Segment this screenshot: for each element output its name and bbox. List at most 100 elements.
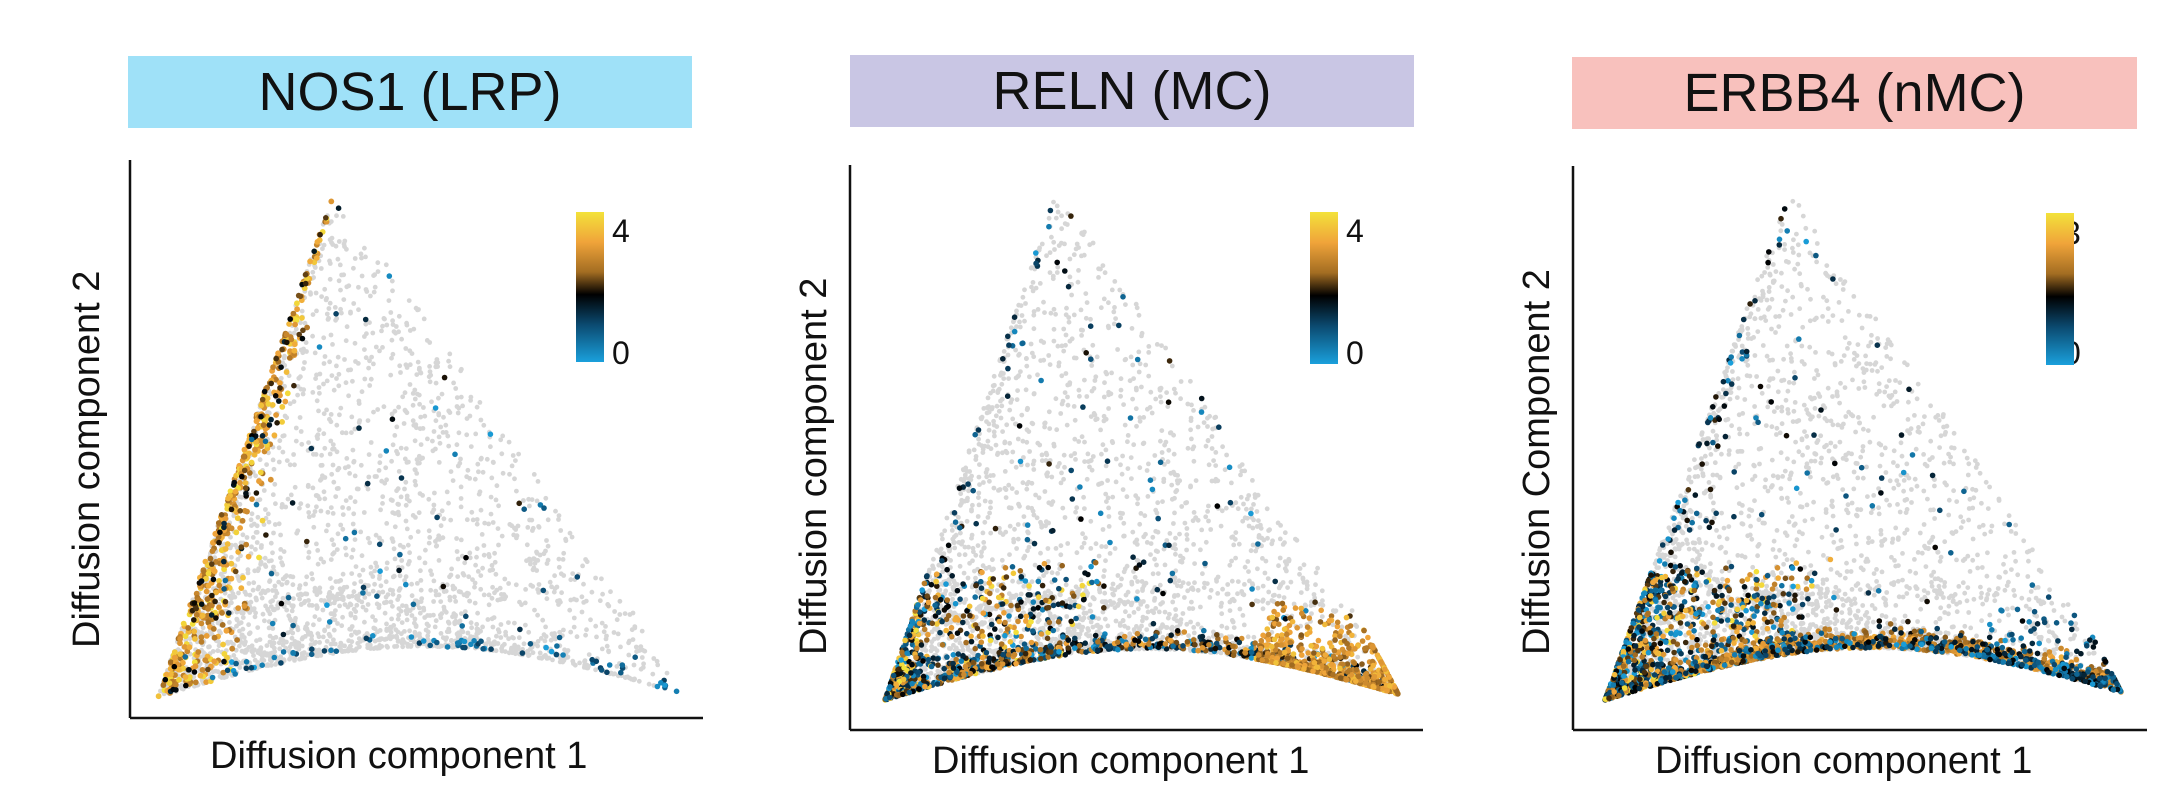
expressing-cell-point xyxy=(517,626,523,633)
cell-point xyxy=(535,639,541,644)
cell-point xyxy=(322,627,327,633)
cell-point xyxy=(354,646,359,652)
cell-point xyxy=(292,655,298,661)
cell-point xyxy=(1087,464,1092,470)
cell-point xyxy=(403,518,409,524)
cell-point xyxy=(281,549,287,554)
expressing-cell-point xyxy=(273,412,279,418)
cell-point xyxy=(478,586,484,592)
cell-point xyxy=(1244,496,1250,502)
cell-point xyxy=(277,438,283,444)
cell-point xyxy=(337,603,342,609)
expressing-cell-point xyxy=(541,505,547,511)
cell-point xyxy=(1004,450,1010,456)
cell-point xyxy=(1266,528,1271,533)
cell-point xyxy=(334,422,340,428)
cell-point xyxy=(261,658,267,663)
cell-point xyxy=(324,528,329,534)
cell-point xyxy=(509,645,514,651)
cell-point xyxy=(363,321,369,327)
expressing-cell-point xyxy=(278,364,284,371)
cell-point xyxy=(548,637,554,643)
cell-point xyxy=(328,505,334,510)
cell-point xyxy=(1175,480,1181,486)
cell-point xyxy=(273,588,279,594)
cell-point xyxy=(310,269,316,275)
cell-point xyxy=(388,629,394,635)
cell-point xyxy=(589,589,595,595)
cell-point xyxy=(1096,616,1101,621)
cell-point xyxy=(541,632,547,638)
cell-point xyxy=(601,629,607,635)
cell-point xyxy=(540,617,546,623)
cell-point xyxy=(1265,600,1271,606)
cell-point xyxy=(396,329,401,335)
cell-point xyxy=(1191,625,1197,630)
cell-point xyxy=(321,381,326,387)
cell-point xyxy=(311,451,316,457)
cell-point xyxy=(537,552,543,558)
cell-point xyxy=(255,625,261,630)
expressing-cell-point xyxy=(262,438,269,445)
cell-point xyxy=(330,551,336,557)
expressing-cell-point xyxy=(257,469,264,476)
colorbar-max-label: 4 xyxy=(1346,213,1364,249)
cell-point xyxy=(297,583,303,588)
cell-point xyxy=(1047,270,1053,275)
cell-point xyxy=(1178,379,1184,384)
cell-point xyxy=(1280,542,1286,547)
cell-point xyxy=(264,462,269,467)
cell-point xyxy=(412,478,418,484)
expressing-cell-point xyxy=(516,500,522,507)
cell-point xyxy=(1249,581,1255,586)
cell-point xyxy=(367,644,373,650)
cell-point xyxy=(1173,551,1178,557)
cell-point xyxy=(976,502,982,508)
cell-point xyxy=(403,479,409,485)
cell-point xyxy=(551,633,556,639)
cell-point xyxy=(1130,362,1136,368)
cell-point xyxy=(439,508,445,514)
cell-point xyxy=(594,634,599,640)
cell-point xyxy=(1191,542,1196,547)
cell-point xyxy=(989,607,994,612)
cell-point xyxy=(1164,538,1170,543)
cell-point xyxy=(337,591,343,597)
cell-point xyxy=(1084,631,1089,637)
cell-point xyxy=(1030,280,1036,285)
cell-point xyxy=(299,643,305,649)
cell-point xyxy=(342,465,348,471)
expressing-cell-point xyxy=(280,649,287,655)
cell-point xyxy=(290,582,296,588)
cell-point xyxy=(436,460,442,465)
cell-point xyxy=(1054,203,1060,209)
cell-point xyxy=(328,332,334,338)
cell-point xyxy=(1065,630,1071,635)
cell-point xyxy=(499,592,504,597)
cell-point xyxy=(543,495,549,501)
cell-point xyxy=(1034,634,1040,640)
cell-point xyxy=(1054,270,1060,275)
cell-point xyxy=(412,438,418,444)
cell-point xyxy=(414,372,420,377)
cell-point xyxy=(343,380,349,386)
cell-point xyxy=(426,374,432,380)
cell-point xyxy=(523,622,528,628)
cell-point xyxy=(1218,650,1224,656)
cell-point xyxy=(410,418,416,424)
cell-point xyxy=(1199,527,1205,533)
cell-point xyxy=(467,598,472,604)
expressing-cell-point xyxy=(282,398,289,405)
expressing-cell-point xyxy=(259,433,266,439)
cell-point xyxy=(1013,592,1019,598)
cell-point xyxy=(229,554,234,560)
expressing-cell-point xyxy=(221,586,227,592)
cell-point xyxy=(335,467,341,473)
cell-point xyxy=(380,589,386,595)
cell-point xyxy=(335,354,341,360)
cell-point xyxy=(973,575,978,581)
cell-point xyxy=(366,583,371,588)
expressing-cell-point xyxy=(454,640,461,646)
cell-point xyxy=(293,326,299,332)
